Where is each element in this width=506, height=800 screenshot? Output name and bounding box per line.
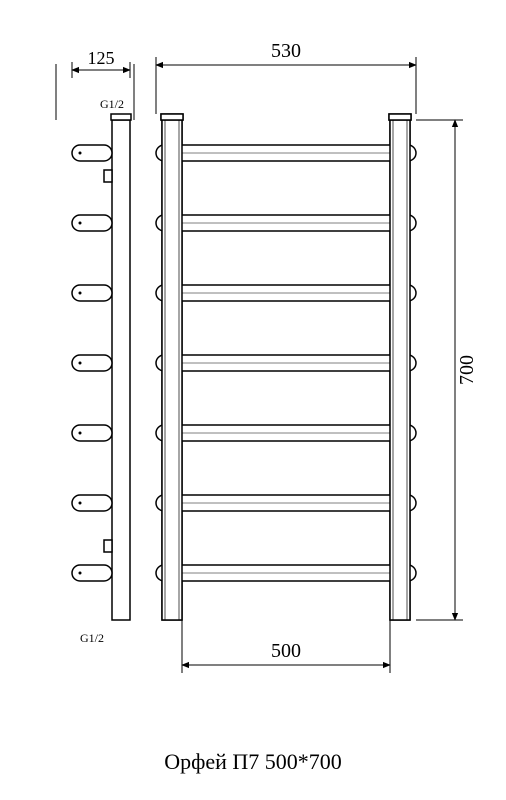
svg-text:500: 500: [271, 640, 301, 662]
technical-drawing: 125 G1/2 G1/2 530 500 700: [0, 0, 506, 760]
svg-text:700: 700: [456, 355, 478, 385]
svg-text:G1/2: G1/2: [100, 97, 124, 111]
svg-text:125: 125: [88, 48, 115, 68]
svg-text:530: 530: [271, 40, 301, 62]
caption: Орфей П7 500*700: [0, 749, 506, 775]
svg-text:G1/2: G1/2: [80, 631, 104, 645]
